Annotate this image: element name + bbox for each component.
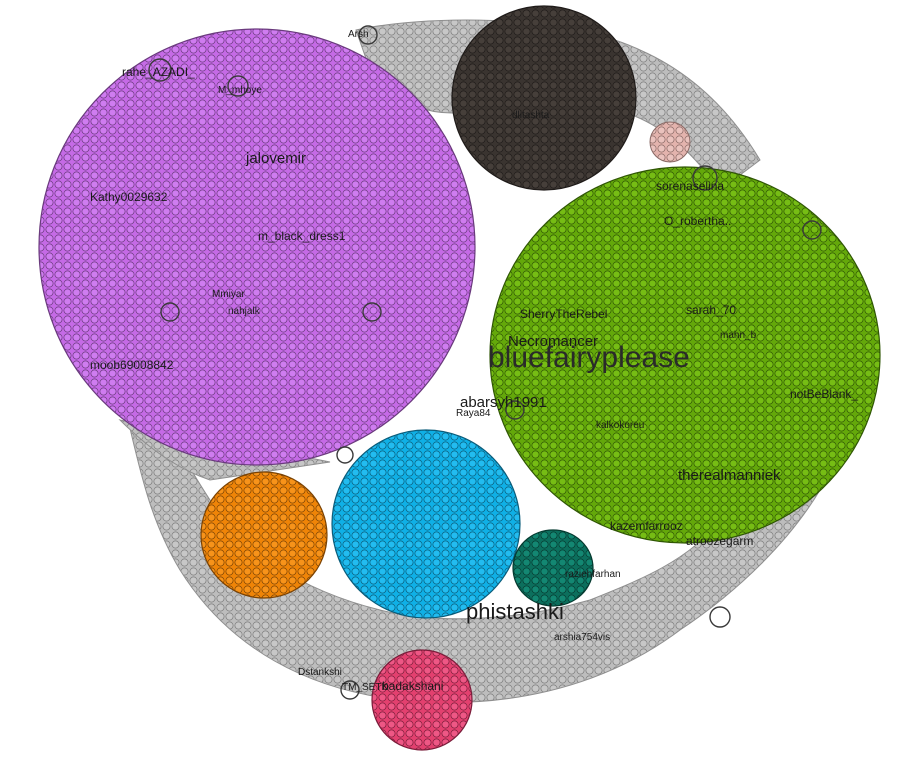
label-abarsyh: abarsyh1991	[460, 394, 547, 411]
label-arshia: arshia754vis	[554, 632, 610, 643]
label-moob: moob69008842	[90, 358, 174, 372]
label-atroozegarm: atroozegarm	[686, 534, 753, 548]
label-therealmanniek: therealmanniek	[678, 467, 781, 484]
hub-node	[802, 220, 822, 240]
hub-node	[358, 25, 378, 45]
hub-node	[362, 302, 382, 322]
label-jalovemir: jalovemir	[245, 150, 306, 167]
label-notbeblank: notBeBlank_	[790, 387, 858, 401]
hub-node	[336, 446, 354, 464]
label-mmohye: M_mhoye	[218, 85, 262, 96]
label-mmiyar: Mmiyar	[212, 289, 245, 300]
hub-node	[160, 302, 180, 322]
hub-node	[505, 400, 525, 420]
label-nahjalk: nahjalk	[228, 306, 261, 317]
label-kathy: Kathy0029632	[90, 190, 168, 204]
label-raziehfarhan: raziehfarhan	[565, 569, 621, 580]
label-sorenaselina: sorenaselina	[656, 179, 724, 193]
hub-node	[709, 606, 731, 628]
community-pink	[649, 121, 691, 163]
community-blue	[331, 429, 521, 619]
community-magenta	[371, 649, 473, 751]
hub-nodes	[148, 25, 822, 700]
community-purple	[38, 28, 476, 466]
label-tm-setk: TM_SETK	[342, 682, 388, 693]
community-orange	[200, 471, 328, 599]
label-phistashki: phistashki	[466, 599, 564, 624]
hub-node	[148, 58, 172, 82]
label-black-dress: m_black_dress1	[258, 229, 346, 243]
label-dlitashta: dlitashta	[512, 110, 550, 121]
community-teal	[512, 529, 594, 607]
label-badakshani: badakshani	[382, 679, 443, 693]
label-arsh: Arsh	[348, 29, 369, 40]
label-necromancer: Necromancer	[508, 333, 598, 350]
label-dastghazi: Dstankshi	[298, 667, 342, 678]
node-labels: Arsh rahe_AZADI_ M_mhoye jalovemir Kathy…	[90, 29, 858, 693]
label-sherry: SherryTheRebel	[520, 307, 607, 321]
label-rahe-azadi: rahe_AZADI_	[122, 65, 195, 79]
label-raya: Raya84	[456, 408, 491, 419]
label-sarah: sarah_70	[686, 303, 736, 317]
hub-node	[227, 75, 249, 97]
label-mahn: mahn_b	[720, 330, 757, 341]
label-bluefairyplease: bluefairyplease	[488, 341, 690, 374]
community-dark	[451, 5, 637, 191]
label-robert: O_robertha..	[664, 214, 731, 228]
label-kazemfarrooz: kazemfarrooz	[610, 519, 683, 533]
label-kalkokoreu: kalkokoreu	[596, 420, 644, 431]
hub-node	[692, 165, 718, 191]
hub-node	[340, 680, 360, 700]
community-green	[489, 166, 881, 544]
